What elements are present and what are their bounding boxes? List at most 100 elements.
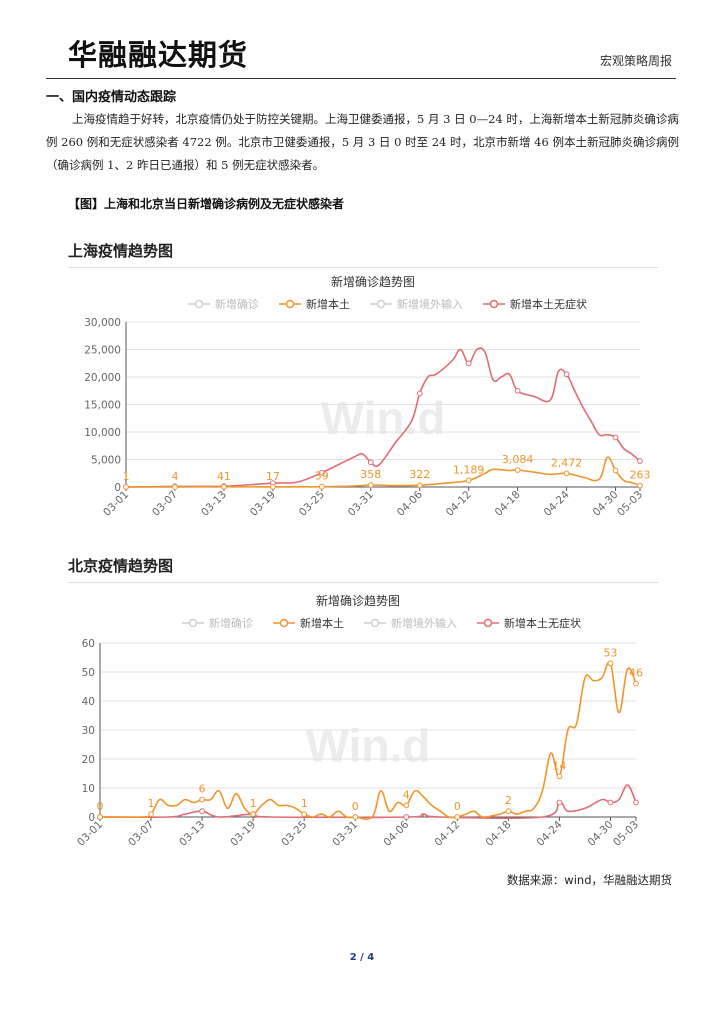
beijing-heading-divider <box>68 582 658 583</box>
shanghai-data-label: 263 <box>630 469 651 482</box>
beijing-x-tick-label: 03-19 <box>228 819 258 849</box>
shanghai-y-tick-label: 10,000 <box>84 427 121 439</box>
shanghai-legend-item: 新增本土 <box>279 297 350 311</box>
shanghai-x-tick-label: 04-30 <box>591 489 621 519</box>
shanghai-y-tick-label: 30,000 <box>84 317 121 329</box>
shanghai-data-label: 322 <box>409 468 430 481</box>
beijing-x-tick-label: 04-18 <box>483 819 513 849</box>
legend-label: 新增确诊 <box>209 616 253 630</box>
beijing-x-tick-label: 04-30 <box>586 819 616 849</box>
legend-label: 新增境外输入 <box>391 616 457 630</box>
shanghai-x-tick-label: 03-13 <box>199 489 229 519</box>
shanghai-data-label: 358 <box>360 468 381 481</box>
beijing-y-tick-label: 50 <box>82 667 95 679</box>
figure-caption: 【图】上海和北京当日新增确诊病例及无症状感染者 <box>68 197 345 211</box>
shanghai-chart-panel: 上海疫情趋势图 Win.d 新增确诊趋势图 新增确诊 新增本土 新增境外输入 新增本土无症… <box>68 240 664 553</box>
beijing-y-tick-label: 40 <box>82 696 95 708</box>
shanghai-data-label: 3,084 <box>502 453 533 466</box>
shanghai-x-tick-label: 03-19 <box>248 489 278 519</box>
legend-marker <box>194 299 204 309</box>
beijing-series-point <box>148 811 154 818</box>
body-paragraph: 上海疫情趋于好转，北京疫情仍处于防控关键期。上海卫健委通报，5 月 3 日 0—… <box>46 112 679 172</box>
beijing-y-tick-label: 10 <box>82 783 95 795</box>
legend-label: 新增本土 <box>306 297 350 311</box>
shanghai-x-tick-label: 04-18 <box>493 489 523 519</box>
shanghai-series-point <box>514 467 521 473</box>
shanghai-series-point <box>563 371 570 378</box>
shanghai-data-label: 4 <box>171 470 178 483</box>
legend-marker <box>376 299 386 309</box>
legend-marker <box>279 618 289 628</box>
shanghai-series-point <box>221 483 227 490</box>
legend-marker <box>489 299 499 309</box>
shanghai-series-point <box>612 467 619 474</box>
shanghai-y-tick-label: 20,000 <box>84 372 121 384</box>
shanghai-data-label: 1,189 <box>453 463 485 476</box>
shanghai-series-point <box>637 482 643 489</box>
shanghai-heading-divider <box>68 267 658 268</box>
beijing-data-label: 53 <box>603 646 617 659</box>
beijing-x-tick-label: 05-03 <box>611 819 641 849</box>
shanghai-series-point <box>416 390 423 397</box>
legend-marker <box>370 618 380 628</box>
beijing-x-tick-label: 04-06 <box>381 818 411 848</box>
beijing-x-tick-label: 03-13 <box>177 819 207 849</box>
beijing-data-label: 1 <box>301 797 308 810</box>
beijing-x-tick-label: 03-31 <box>330 819 360 849</box>
beijing-data-label: 2 <box>505 794 512 807</box>
beijing-data-label: 1 <box>250 797 257 810</box>
beijing-chart-panel: 北京疫情趋势图 Win.d 新增确诊趋势图 新增确诊 新增本土 新增境外输入 新增本土无症… <box>68 555 664 888</box>
shanghai-watermark: Win.d <box>321 392 446 444</box>
legend-label: 新增境外输入 <box>397 297 463 311</box>
beijing-legend-item: 新增本土无症状 <box>477 616 581 630</box>
beijing-data-label: 14 <box>552 759 566 772</box>
beijing-watermark: Win.d <box>306 719 431 771</box>
beijing-x-tick-label: 04-12 <box>432 819 462 849</box>
shanghai-series-line <box>125 456 641 488</box>
beijing-legend-item: 新增境外输入 <box>364 616 457 630</box>
shanghai-series-point <box>465 477 472 484</box>
shanghai-series-point <box>318 469 325 476</box>
beijing-data-label: 1 <box>148 797 155 810</box>
shanghai-legend-item: 新增本土无症状 <box>483 297 587 311</box>
beijing-data-label: 46 <box>629 667 643 680</box>
shanghai-y-tick-label: 15,000 <box>84 400 121 412</box>
shanghai-data-label: 39 <box>315 470 329 483</box>
shanghai-series-point <box>172 484 178 490</box>
beijing-y-tick-label: 60 <box>82 638 95 650</box>
beijing-series-point <box>199 808 205 815</box>
legend-marker <box>483 618 493 628</box>
legend-marker <box>188 618 198 628</box>
shanghai-data-label: 2,472 <box>551 456 583 469</box>
legend-marker <box>285 299 295 309</box>
beijing-data-label: 0 <box>97 800 104 813</box>
shanghai-data-label: 41 <box>217 470 231 483</box>
beijing-series-point <box>301 811 308 818</box>
section-title: 一、国内疫情动态跟踪 <box>46 90 177 105</box>
shanghai-series-point <box>123 484 129 490</box>
beijing-series-point <box>199 796 205 803</box>
legend-label: 新增本土 <box>300 616 344 630</box>
beijing-series-point <box>250 811 257 818</box>
beijing-series-point <box>454 814 461 820</box>
shanghai-data-label: 1 <box>123 470 130 483</box>
shanghai-x-tick-label: 04-24 <box>542 488 572 518</box>
shanghai-series-point <box>269 484 276 490</box>
beijing-y-tick-label: 20 <box>82 754 95 766</box>
page-number: 2 / 4 <box>349 952 375 963</box>
beijing-data-label: 0 <box>454 800 461 813</box>
shanghai-series-point <box>465 360 472 367</box>
beijing-x-tick-label: 03-07 <box>126 819 156 849</box>
beijing-data-label: 4 <box>403 788 410 801</box>
beijing-series-point <box>607 660 614 667</box>
beijing-series-point <box>633 799 639 806</box>
beijing-series-point <box>403 802 410 809</box>
beijing-series-point <box>505 808 512 815</box>
shanghai-series-point <box>637 458 643 464</box>
beijing-series-point <box>633 680 639 687</box>
beijing-legend-item: 新增本土 <box>273 616 344 630</box>
shanghai-legend-item: 新增境外输入 <box>370 297 463 311</box>
shanghai-y-tick-label: 25,000 <box>84 345 121 357</box>
beijing-data-label: 6 <box>199 783 206 796</box>
